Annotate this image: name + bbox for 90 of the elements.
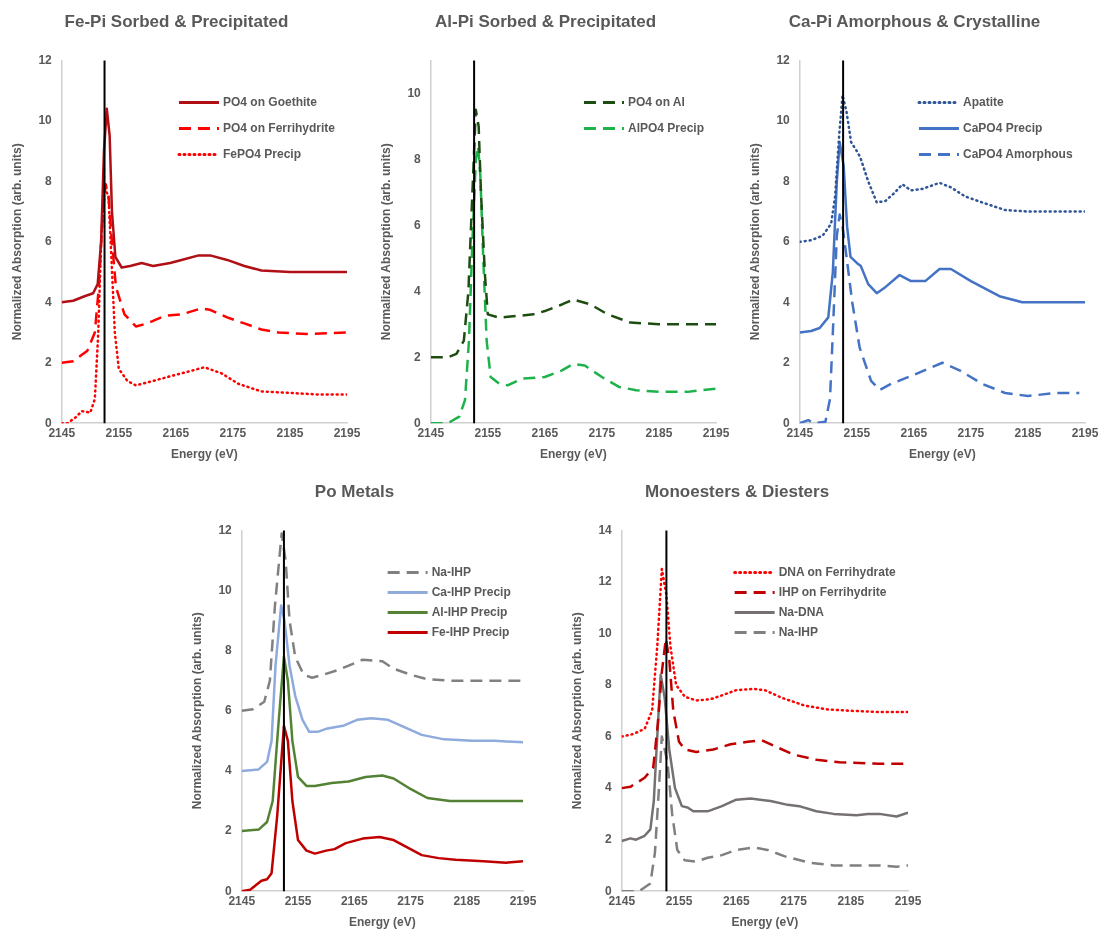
x-tick-label: 2165 xyxy=(340,893,368,908)
x-axis-title: Energy (eV) xyxy=(909,447,976,462)
y-tick-label: 4 xyxy=(45,294,53,309)
x-tick-label: 2195 xyxy=(702,425,730,440)
chart-title: Ca-Pi Amorphous & Crystalline xyxy=(788,11,1041,31)
legend-label: CaPO4 Precip xyxy=(962,120,1043,135)
y-tick-label: 2 xyxy=(45,355,53,370)
y-tick-label: 10 xyxy=(407,85,422,100)
y-tick-label: 12 xyxy=(598,574,613,589)
legend-label: Na-IHP xyxy=(778,624,818,639)
x-axis-title: Energy (eV) xyxy=(171,447,238,462)
x-tick-label: 2175 xyxy=(219,425,247,440)
y-tick-label: 10 xyxy=(598,625,613,640)
y-tick-label: 8 xyxy=(783,173,791,188)
y-tick-label: 4 xyxy=(605,780,613,795)
line-series xyxy=(430,108,716,359)
x-tick-label: 2155 xyxy=(105,425,133,440)
y-tick-label: 2 xyxy=(783,355,791,370)
y-tick-label: 4 xyxy=(414,283,422,298)
x-tick-label: 2175 xyxy=(780,893,808,908)
legend-label: Ca-IHP Precip xyxy=(431,584,511,599)
y-tick-label: 8 xyxy=(225,642,233,657)
y-tick-label: 8 xyxy=(45,173,53,188)
x-axis-title: Energy (eV) xyxy=(731,915,799,930)
legend-label: Al-IHP Precip xyxy=(431,604,508,619)
y-tick-label: 6 xyxy=(605,728,613,743)
y-tick-label: 2 xyxy=(605,831,613,846)
y-axis-title: Normalized Absorption (arb. units) xyxy=(189,612,204,810)
legend-label: Fe-IHP Precip xyxy=(431,624,510,639)
legend-label: DNA on Ferrihydrate xyxy=(778,564,896,579)
y-tick-label: 14 xyxy=(598,522,613,537)
line-series xyxy=(621,567,908,738)
y-tick-label: 12 xyxy=(218,522,233,537)
legend-label: IHP on Ferrihydrite xyxy=(778,584,887,599)
x-tick-label: 2185 xyxy=(837,893,865,908)
y-tick-label: 12 xyxy=(776,52,791,67)
legend-label: Apatite xyxy=(962,94,1004,109)
y-tick-label: 10 xyxy=(38,113,53,128)
x-tick-label: 2155 xyxy=(474,425,502,440)
x-tick-label: 2155 xyxy=(665,893,693,908)
y-tick-label: 6 xyxy=(414,217,422,232)
legend-label: PO4 on Ferrihydrite xyxy=(222,120,336,135)
x-tick-label: 2185 xyxy=(645,425,673,440)
legend-label: PO4 on Goethite xyxy=(222,94,318,109)
chart-title: Al-Pi Sorbed & Precipitated xyxy=(434,11,657,31)
x-tick-label: 2195 xyxy=(894,893,922,908)
y-tick-label: 12 xyxy=(38,52,53,67)
x-tick-label: 2195 xyxy=(333,425,361,440)
x-tick-label: 2175 xyxy=(957,425,985,440)
x-tick-label: 2175 xyxy=(397,893,425,908)
x-tick-label: 2165 xyxy=(162,425,190,440)
y-tick-label: 2 xyxy=(414,349,422,364)
y-tick-label: 4 xyxy=(225,763,233,778)
y-axis-title: Normalized Absorption (arb. units) xyxy=(569,612,584,810)
legend-label: FePO4 Precip xyxy=(222,146,302,161)
x-tick-label: 2165 xyxy=(900,425,928,440)
legend-label: AlPO4 Precip xyxy=(627,120,704,135)
legend-label: Na-IHP xyxy=(431,564,471,579)
x-tick-label: 2165 xyxy=(531,425,559,440)
chart-title: Po Metals xyxy=(314,481,395,501)
x-tick-label: 2185 xyxy=(276,425,304,440)
x-tick-label: 2195 xyxy=(509,893,537,908)
y-tick-label: 10 xyxy=(218,582,233,597)
x-axis-title: Energy (eV) xyxy=(349,915,416,930)
chart-title: Monoesters & Diesters xyxy=(644,481,830,501)
y-tick-label: 2 xyxy=(225,823,233,838)
y-tick-label: 8 xyxy=(605,677,613,692)
legend-label: PO4 on Al xyxy=(627,94,685,109)
legend-label: CaPO4 Amorphous xyxy=(962,146,1073,161)
y-axis-title: Normalized Absorption (arb. units) xyxy=(9,143,24,341)
y-tick-label: 10 xyxy=(776,113,791,128)
y-axis-title: Normalized Absorption (arb. units) xyxy=(747,143,762,341)
x-tick-label: 2165 xyxy=(722,893,750,908)
chart-title: Fe-Pi Sorbed & Precipitated xyxy=(64,11,289,31)
x-axis-title: Energy (eV) xyxy=(540,447,607,462)
y-tick-label: 6 xyxy=(45,234,53,249)
y-axis-title: Normalized Absorption (arb. units) xyxy=(378,143,393,341)
x-tick-label: 2155 xyxy=(843,425,871,440)
y-tick-label: 6 xyxy=(225,703,233,718)
x-tick-label: 2185 xyxy=(453,893,481,908)
x-tick-label: 2195 xyxy=(1071,425,1099,440)
line-series xyxy=(799,93,1085,244)
legend-label: Na-DNA xyxy=(778,604,825,619)
line-series xyxy=(241,532,523,713)
x-tick-label: 2155 xyxy=(284,893,312,908)
x-tick-label: 2175 xyxy=(588,425,616,440)
y-tick-label: 8 xyxy=(414,151,422,166)
x-tick-label: 2185 xyxy=(1014,425,1042,440)
y-tick-label: 6 xyxy=(783,234,791,249)
y-tick-label: 4 xyxy=(783,294,791,309)
